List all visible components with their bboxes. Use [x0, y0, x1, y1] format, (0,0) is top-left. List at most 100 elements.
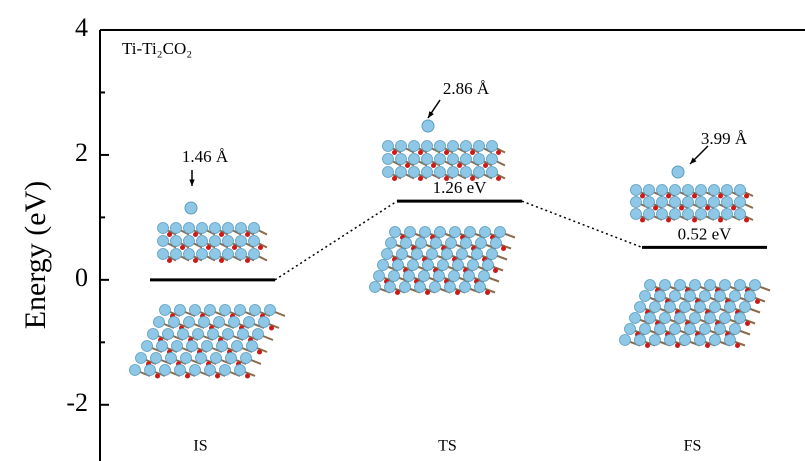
atom — [745, 321, 750, 326]
atom — [187, 341, 198, 352]
atom — [175, 305, 186, 316]
atom — [700, 324, 711, 335]
atom — [675, 343, 680, 348]
atom — [448, 141, 459, 152]
atom — [705, 343, 710, 348]
atom — [635, 335, 646, 346]
atom — [197, 236, 208, 247]
atom — [657, 197, 668, 208]
atom — [665, 335, 676, 346]
atom — [171, 249, 182, 260]
atom — [245, 232, 250, 237]
atom — [241, 353, 252, 364]
atom — [448, 154, 459, 165]
y-tick-label: 4 — [75, 13, 88, 42]
atom — [158, 236, 169, 247]
atom — [444, 150, 449, 155]
atom — [464, 271, 475, 282]
atom — [720, 313, 731, 324]
atom — [640, 218, 645, 223]
atom — [404, 271, 415, 282]
atom — [172, 341, 183, 352]
atom — [223, 249, 234, 260]
atom — [184, 223, 195, 234]
atom — [431, 238, 442, 249]
atom — [650, 302, 661, 313]
atom — [418, 150, 423, 155]
atom — [178, 329, 189, 340]
atom — [735, 343, 740, 348]
atom — [670, 209, 681, 220]
atom — [696, 209, 707, 220]
atom — [470, 150, 475, 155]
atom — [683, 185, 694, 196]
atom — [383, 167, 394, 178]
arrow-head — [189, 180, 194, 186]
atom — [265, 305, 276, 316]
value-label: 1.26 eV — [433, 178, 488, 197]
atom — [382, 249, 393, 260]
atom — [158, 249, 169, 260]
x-tick-label: FS — [684, 438, 702, 455]
atom — [232, 341, 243, 352]
atom — [223, 236, 234, 247]
atom — [730, 324, 741, 335]
atom — [485, 290, 490, 295]
atom — [190, 305, 201, 316]
atom — [400, 282, 411, 293]
atom — [631, 197, 642, 208]
atom — [683, 209, 694, 220]
atom — [431, 163, 436, 168]
atom — [247, 341, 258, 352]
connector — [522, 201, 642, 247]
atom — [166, 353, 177, 364]
atom — [487, 141, 498, 152]
atom — [196, 353, 207, 364]
atom — [692, 194, 697, 199]
atom — [383, 154, 394, 165]
atom — [395, 290, 400, 295]
atom — [378, 260, 389, 271]
atom — [695, 302, 706, 313]
atom — [644, 185, 655, 196]
atom — [226, 353, 237, 364]
atom — [465, 227, 476, 238]
atom — [244, 317, 255, 328]
atom — [370, 282, 381, 293]
atom — [385, 282, 396, 293]
atom — [645, 313, 656, 324]
atom — [487, 154, 498, 165]
atom — [670, 291, 681, 302]
atom — [396, 167, 407, 178]
atom — [496, 150, 501, 155]
atom — [457, 163, 462, 168]
atom — [640, 291, 651, 302]
atom — [725, 335, 736, 346]
atom — [715, 291, 726, 302]
atom — [449, 271, 460, 282]
atom — [455, 290, 460, 295]
atom — [679, 206, 684, 211]
atom — [479, 271, 490, 282]
atom — [653, 206, 658, 211]
atom — [435, 141, 446, 152]
x-tick-label: TS — [438, 438, 457, 455]
atom — [474, 154, 485, 165]
atom — [423, 260, 434, 271]
atom — [631, 209, 642, 220]
atom — [735, 197, 746, 208]
atom — [655, 324, 666, 335]
atom — [405, 163, 410, 168]
atom — [405, 227, 416, 238]
system-label: Ti-Ti₂CO₂ — [122, 39, 192, 58]
atom — [409, 167, 420, 178]
atom — [171, 223, 182, 234]
atom — [236, 236, 247, 247]
atom — [705, 280, 716, 291]
atom — [210, 236, 221, 247]
atom — [217, 341, 228, 352]
atom — [229, 317, 240, 328]
atom — [685, 324, 696, 335]
atom — [197, 249, 208, 260]
atom — [644, 209, 655, 220]
